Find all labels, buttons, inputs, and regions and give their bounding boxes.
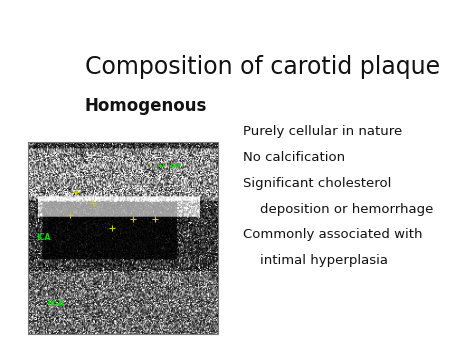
Text: intimal hyperplasia: intimal hyperplasia	[243, 255, 388, 267]
Text: Significant cholesterol: Significant cholesterol	[243, 176, 392, 190]
Bar	[28, 142, 218, 334]
Text: Purely cellular in nature: Purely cellular in nature	[243, 125, 402, 138]
Text: deposition or hemorrhage: deposition or hemorrhage	[243, 202, 433, 215]
Text: ICA: ICA	[36, 233, 50, 242]
Text: ECA: ECA	[47, 299, 64, 307]
Text: Homogenous: Homogenous	[85, 97, 207, 115]
Text: No calcification: No calcification	[243, 151, 345, 164]
Text: Composition of carotid plaque: Composition of carotid plaque	[85, 55, 440, 79]
Text: RT  BIF: RT BIF	[157, 163, 182, 168]
Text: Commonly associated with: Commonly associated with	[243, 229, 422, 241]
